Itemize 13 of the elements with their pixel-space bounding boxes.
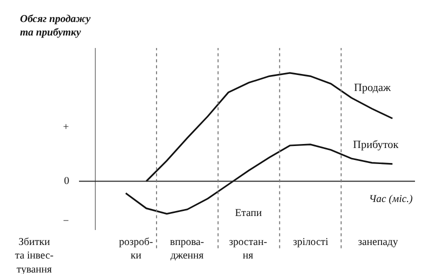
annotation: Етапи [235,208,262,219]
series-label: Прибуток [353,139,400,151]
text: 0 [64,176,70,187]
y-axis-title: Обсяг продажу та прибутку [20,14,91,39]
text: − [63,216,69,227]
text: + [63,122,69,133]
series-label: Продаж [354,82,392,94]
x-axis-title: Час (міс.) [369,194,414,205]
text: занепаду [358,237,399,248]
text: зрілості [293,237,328,248]
text: розроб- ки [119,237,154,262]
text: зростан- ня [229,237,268,262]
text: впрова- дження [170,237,205,262]
